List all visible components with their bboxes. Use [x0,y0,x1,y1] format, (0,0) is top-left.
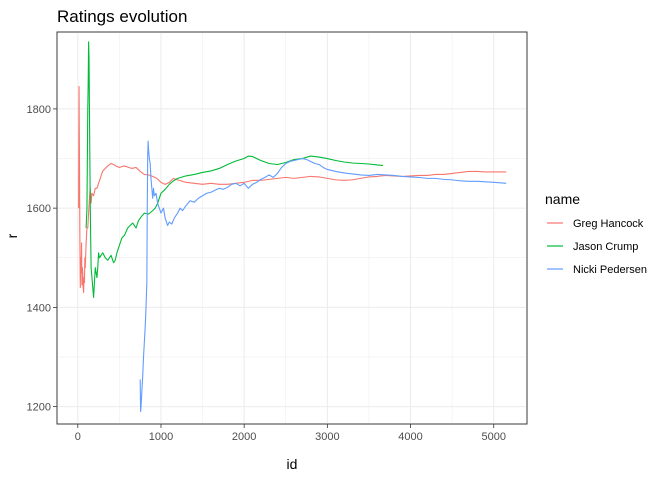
legend-title: name [545,191,580,207]
y-tick-label: 1800 [27,104,51,116]
series-line-2 [139,140,507,413]
x-tick-label: 4000 [398,431,422,443]
x-tick-label: 3000 [315,431,339,443]
y-tick-label: 1400 [27,302,51,314]
y-axis-label: r [4,233,20,238]
series-lines [78,41,507,413]
chart-title: Ratings evolution [57,7,187,26]
y-tick-label: 1600 [27,203,51,215]
x-tick-label: 5000 [481,431,505,443]
x-axis-ticks: 0 1000 2000 3000 4000 5000 [75,424,506,443]
legend-label-0: Greg Hancock [573,218,644,230]
x-tick-label: 0 [75,431,81,443]
legend: name Greg Hancock Jason Crump Nicki Peders… [545,191,647,276]
y-axis-ticks: 1200 1400 1600 1800 [27,104,57,414]
legend-label-1: Jason Crump [573,241,638,253]
plot-panel [56,31,528,425]
legend-label-2: Nicki Pedersen [573,264,647,276]
plot-border [56,31,528,425]
major-gridlines [57,32,527,424]
series-line-1 [85,41,384,299]
x-tick-label: 2000 [232,431,256,443]
y-tick-label: 1200 [27,402,51,414]
x-axis-label: id [287,456,298,472]
minor-gridlines [57,32,527,424]
series-line-0 [78,86,507,294]
x-tick-label: 1000 [149,431,173,443]
